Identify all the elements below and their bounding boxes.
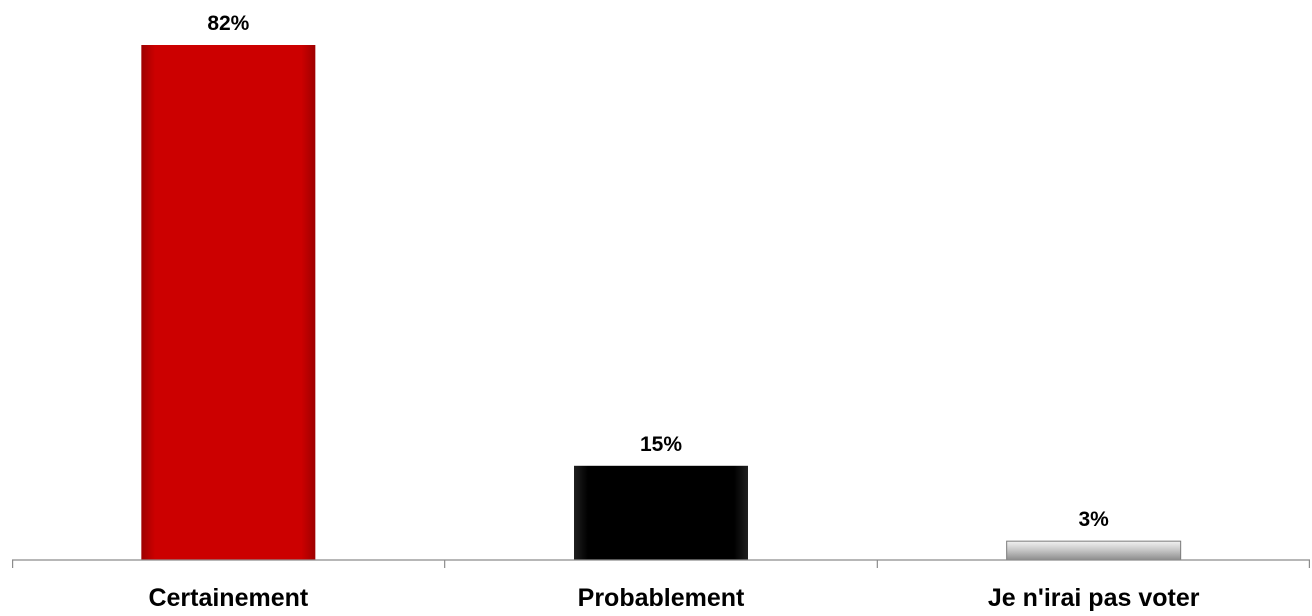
value-label-2: 15% xyxy=(640,433,682,456)
bar-2 xyxy=(574,465,748,560)
category-label-3: Je n'irai pas voter xyxy=(988,584,1200,612)
bar-1 xyxy=(141,45,316,560)
value-label-1: 82% xyxy=(207,12,249,35)
value-labels-group: 82% 15% 3% xyxy=(207,12,1109,531)
category-labels-group: Certainement Probablement Je n'irai pas vo… xyxy=(148,584,1199,612)
bar-3 xyxy=(1006,540,1182,561)
x-axis xyxy=(12,559,1311,568)
bars-group xyxy=(141,45,1182,561)
value-label-3: 3% xyxy=(1078,508,1109,531)
category-label-2: Probablement xyxy=(578,584,745,612)
category-label-1: Certainement xyxy=(148,584,308,612)
